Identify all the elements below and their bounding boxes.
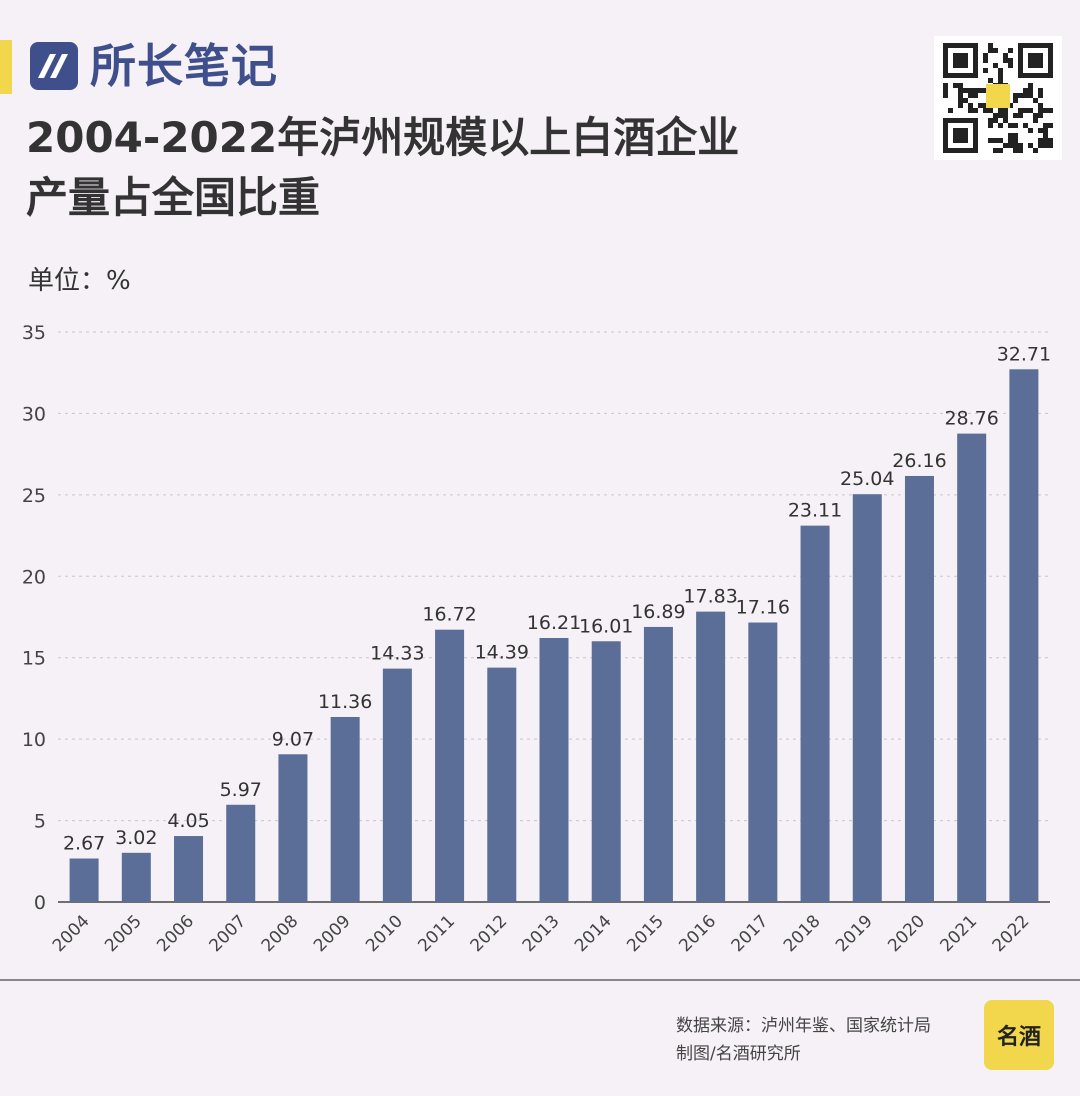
bar <box>957 433 987 902</box>
data-label: 2.67 <box>63 833 105 855</box>
x-tick-label: 2013 <box>519 911 564 956</box>
x-tick-label: 2006 <box>153 911 198 956</box>
source-text: 数据来源：泸州年鉴、国家统计局 <box>676 1016 931 1036</box>
bar <box>121 852 151 902</box>
bar <box>174 836 204 902</box>
y-tick-label: 25 <box>22 485 46 507</box>
x-tick-label: 2021 <box>936 911 981 956</box>
y-tick-label: 10 <box>22 729 46 751</box>
qr-code-icon <box>934 36 1062 160</box>
brand-logo-icon <box>30 42 78 90</box>
data-label: 28.76 <box>944 408 998 430</box>
data-label: 16.21 <box>527 612 581 634</box>
data-label: 25.04 <box>840 468 894 490</box>
x-tick-label: 2016 <box>675 911 720 956</box>
x-tick-label: 2015 <box>623 911 668 956</box>
x-tick-label: 2012 <box>467 911 512 956</box>
data-label: 32.71 <box>997 343 1051 365</box>
data-label: 5.97 <box>220 779 262 801</box>
x-tick-label: 2009 <box>310 911 355 956</box>
bar <box>382 668 412 902</box>
bar <box>748 622 778 902</box>
data-label: 9.07 <box>272 728 314 750</box>
data-label: 16.72 <box>422 604 476 626</box>
data-label: 16.89 <box>631 601 685 623</box>
y-tick-label: 5 <box>34 811 46 833</box>
source-block: 数据来源：泸州年鉴、国家统计局 制图/名酒研究所 <box>676 1012 931 1068</box>
data-label: 16.01 <box>579 615 633 637</box>
bar <box>904 475 934 902</box>
x-tick-label: 2010 <box>362 911 407 956</box>
y-tick-label: 20 <box>22 566 46 588</box>
bar <box>330 716 360 902</box>
x-tick-label: 2004 <box>49 911 94 956</box>
bar <box>800 525 830 902</box>
accent-bar <box>0 40 12 94</box>
data-label: 17.83 <box>683 586 737 608</box>
bar <box>435 629 465 902</box>
x-tick-label: 2020 <box>884 911 929 956</box>
bar-chart: 0 5 10 15 20 25 30 35 2.67 2004 3.02 2005 4.05 2006 5.… <box>22 322 1051 956</box>
bar <box>487 667 517 902</box>
bar <box>539 638 569 902</box>
data-label: 11.36 <box>318 691 372 713</box>
brand: 所长笔记 <box>28 40 278 92</box>
bar <box>852 494 882 902</box>
bar <box>69 858 99 902</box>
title-line-2: 产量占全国比重 <box>26 173 321 222</box>
page-title: 2004-2022年泸州规模以上白酒企业 产量占全国比重 <box>26 108 739 228</box>
bar <box>278 754 308 902</box>
bar <box>696 611 726 902</box>
bar <box>643 626 673 902</box>
data-label: 3.02 <box>115 827 157 849</box>
title-line-1: 2004-2022年泸州规模以上白酒企业 <box>26 113 740 162</box>
y-tick-label: 15 <box>22 648 46 670</box>
y-tick-label: 35 <box>22 322 46 344</box>
bar <box>1009 369 1039 902</box>
y-tick-label: 30 <box>22 403 46 425</box>
data-label: 17.16 <box>736 597 790 619</box>
x-tick-label: 2011 <box>414 911 459 956</box>
credit-text: 制图/名酒研究所 <box>676 1044 801 1064</box>
data-label: 14.39 <box>475 642 529 664</box>
bar <box>591 641 621 902</box>
data-label: 26.16 <box>892 450 946 472</box>
unit-label: 单位：% <box>28 266 131 296</box>
bar <box>226 804 256 902</box>
brand-name: 所长笔记 <box>90 39 278 93</box>
y-tick-label: 0 <box>34 892 46 914</box>
data-label: 23.11 <box>788 500 842 522</box>
x-tick-label: 2007 <box>206 911 251 956</box>
footer-divider <box>0 979 1080 981</box>
x-tick-label: 2008 <box>258 911 303 956</box>
data-label: 4.05 <box>167 810 209 832</box>
x-tick-label: 2017 <box>728 911 773 956</box>
data-label: 14.33 <box>370 643 424 665</box>
footer-logo-text: 名酒 <box>996 1025 1041 1050</box>
x-tick-label: 2019 <box>832 911 877 956</box>
x-tick-label: 2022 <box>989 911 1034 956</box>
x-tick-label: 2005 <box>101 911 146 956</box>
x-tick-label: 2014 <box>571 911 616 956</box>
x-tick-label: 2018 <box>780 911 825 956</box>
footer-logo: 名酒 <box>984 1000 1054 1070</box>
